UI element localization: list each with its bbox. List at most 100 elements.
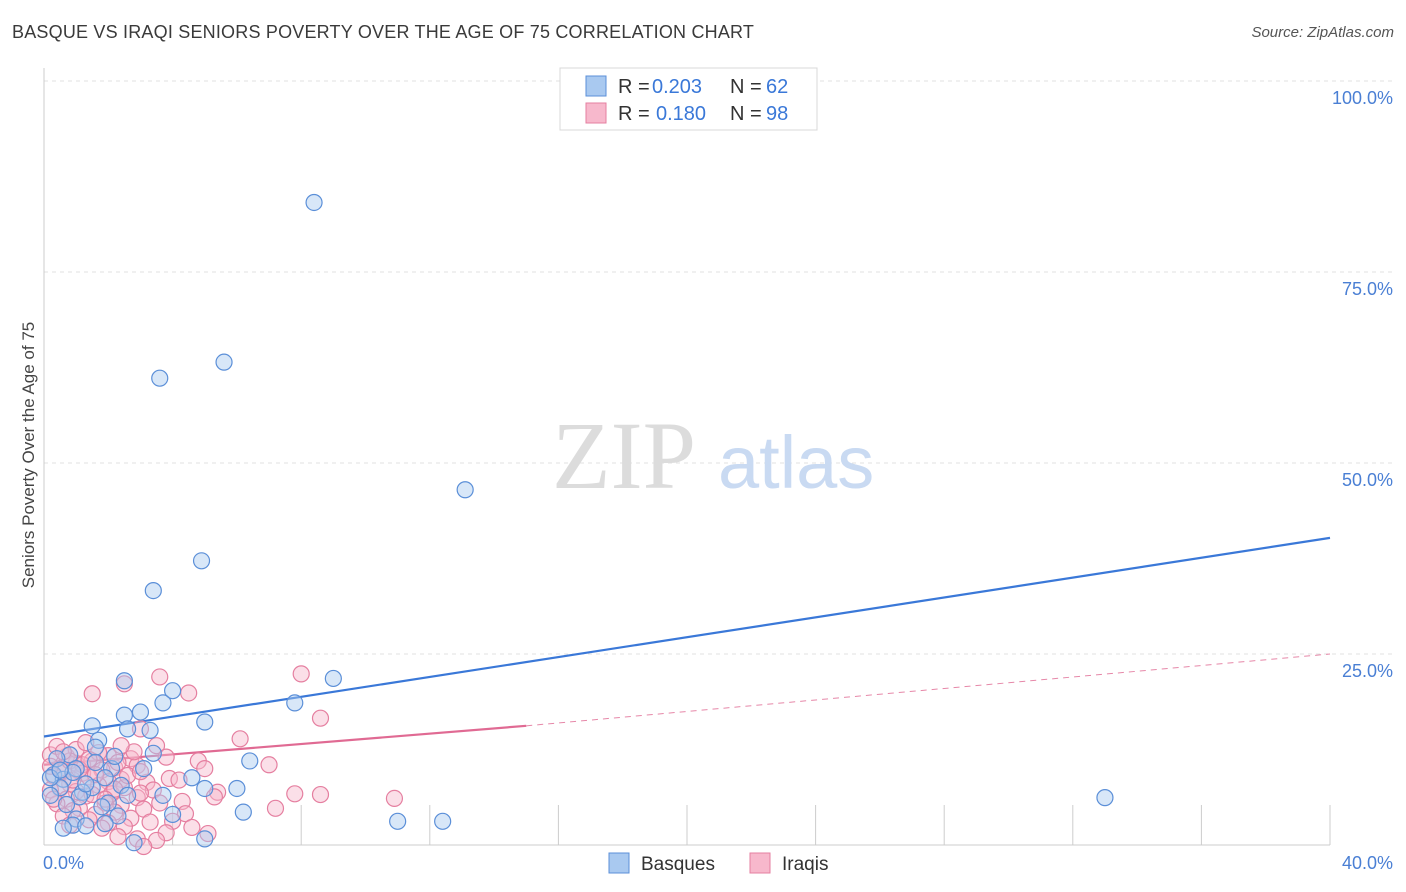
- basques-point-50: [434, 812, 452, 830]
- iraqis-point-7: [231, 730, 249, 748]
- legend-swatch-iraqis: [585, 102, 607, 124]
- legend-n-label-basques: N =: [730, 76, 762, 98]
- iraqis-point-37: [286, 785, 304, 803]
- iraqis-point-12: [260, 756, 278, 774]
- iraqis-point-3: [83, 685, 101, 703]
- basques-point-15: [118, 720, 137, 738]
- iraqis-point-67: [109, 827, 127, 846]
- basques-point-0: [305, 193, 323, 212]
- basques-point-48: [96, 815, 114, 833]
- legend-r-value-basques: 0.203: [652, 76, 702, 98]
- basques-point-36: [154, 786, 172, 804]
- basques-point-61: [183, 769, 201, 787]
- basques-point-46: [64, 816, 82, 834]
- basques-point-52: [196, 830, 214, 848]
- y-tick-label-3: 25.0%: [1342, 661, 1393, 681]
- basques-point-51: [54, 819, 72, 837]
- basques-point-42: [234, 803, 252, 821]
- iraqis-point-0: [151, 668, 169, 686]
- basques-point-35: [118, 786, 137, 804]
- iraqis-point-95: [131, 763, 150, 781]
- basques-point-5: [144, 581, 162, 600]
- basques-point-20: [61, 746, 79, 764]
- iraqis-point-47: [112, 796, 130, 814]
- basques-point-53: [125, 834, 143, 852]
- source-label: Source: ZipAtlas.com: [1251, 24, 1394, 41]
- iraqis-point-39: [385, 789, 404, 807]
- chart-title: BASQUE VS IRAQI SENIORS POVERTY OVER THE…: [12, 22, 755, 42]
- bottom-legend-label-basques: Basques: [641, 854, 715, 875]
- iraqis-point-4: [180, 684, 198, 702]
- y-tick-label-0: 100.0%: [1332, 88, 1393, 108]
- basques-point-14: [83, 717, 101, 735]
- y-tick-labels: 100.0% 75.0% 50.0% 25.0%: [1332, 88, 1393, 681]
- iraqis-point-34: [209, 783, 227, 801]
- legend-n-value-iraqis: 98: [766, 103, 788, 125]
- watermark-zip: ZIP: [552, 402, 696, 509]
- basques-point-47: [77, 817, 95, 835]
- iraqis-point-86: [77, 734, 95, 752]
- basques-point-8: [164, 682, 182, 700]
- basques-point-49: [389, 812, 407, 830]
- x-tick-label-1: 40.0%: [1342, 853, 1393, 873]
- y-axis-title: Seniors Poverty Over the Age of 75: [19, 322, 38, 588]
- watermark-atlas: atlas: [718, 421, 874, 504]
- basques-point-41: [93, 798, 111, 816]
- basques-point-31: [196, 779, 214, 798]
- basques-point-16: [141, 721, 159, 740]
- iraqis-point-15: [196, 759, 214, 778]
- iraqis-point-64: [183, 818, 201, 837]
- legend-r-label-basques: R =: [618, 76, 650, 98]
- stats-legend: R = 0.203 N = 62 R = 0.180 N = 98: [559, 67, 818, 131]
- iraqis-point-1: [292, 665, 310, 683]
- trendline-iraqis-extension: [526, 653, 1331, 727]
- basques-point-58: [77, 775, 95, 793]
- basques-point-18: [86, 738, 105, 756]
- basques-point-6: [115, 672, 133, 690]
- iraqis-point-71: [135, 837, 153, 856]
- basques-point-33: [41, 786, 60, 804]
- basques-point-40: [1096, 789, 1114, 807]
- basques-point-4: [192, 552, 211, 570]
- basques-point-3: [456, 481, 474, 499]
- basques-point-21: [241, 752, 259, 770]
- iraqis-point-88: [157, 748, 175, 766]
- basques-point-1: [151, 369, 169, 387]
- bottom-legend-swatch-iraqis: [749, 852, 771, 874]
- basques-point-57: [135, 759, 153, 778]
- iraqis-point-59: [141, 813, 159, 831]
- bottom-legend-label-iraqis: Iraqis: [782, 854, 828, 875]
- legend-r-value-iraqis: 0.180: [656, 103, 706, 125]
- basques-point-19: [144, 744, 162, 762]
- legend-swatch-basques: [585, 75, 607, 97]
- y-tick-label-1: 75.0%: [1342, 279, 1393, 299]
- series-basques: [41, 193, 1114, 852]
- basques-point-32: [228, 779, 246, 798]
- basques-point-7: [324, 669, 342, 688]
- iraqis-point-70: [199, 824, 217, 843]
- iraqis-point-29: [170, 771, 188, 789]
- iraqis-point-90: [90, 743, 108, 762]
- basques-point-10: [286, 694, 304, 712]
- iraqis-point-80: [131, 784, 150, 802]
- trend-lines: [43, 536, 1331, 766]
- basques-point-55: [64, 763, 82, 782]
- iraqis-point-91: [112, 737, 130, 755]
- legend-n-value-basques: 62: [766, 76, 788, 98]
- basques-point-44: [109, 807, 127, 825]
- basques-point-13: [196, 713, 214, 731]
- trendline-basques: [43, 536, 1331, 738]
- basques-point-12: [131, 703, 150, 721]
- axes: [43, 68, 1331, 846]
- iraqis-point-38: [311, 785, 330, 804]
- legend-r-label-iraqis: R =: [618, 103, 650, 125]
- basques-point-9: [154, 694, 172, 712]
- basques-point-27: [96, 769, 114, 787]
- basques-point-11: [115, 706, 133, 724]
- basques-point-59: [51, 761, 69, 779]
- iraqis-point-54: [176, 805, 195, 823]
- basques-point-38: [57, 795, 76, 814]
- x-tick-label-0: 0.0%: [43, 853, 84, 873]
- bottom-legend-swatch-basques: [608, 852, 630, 874]
